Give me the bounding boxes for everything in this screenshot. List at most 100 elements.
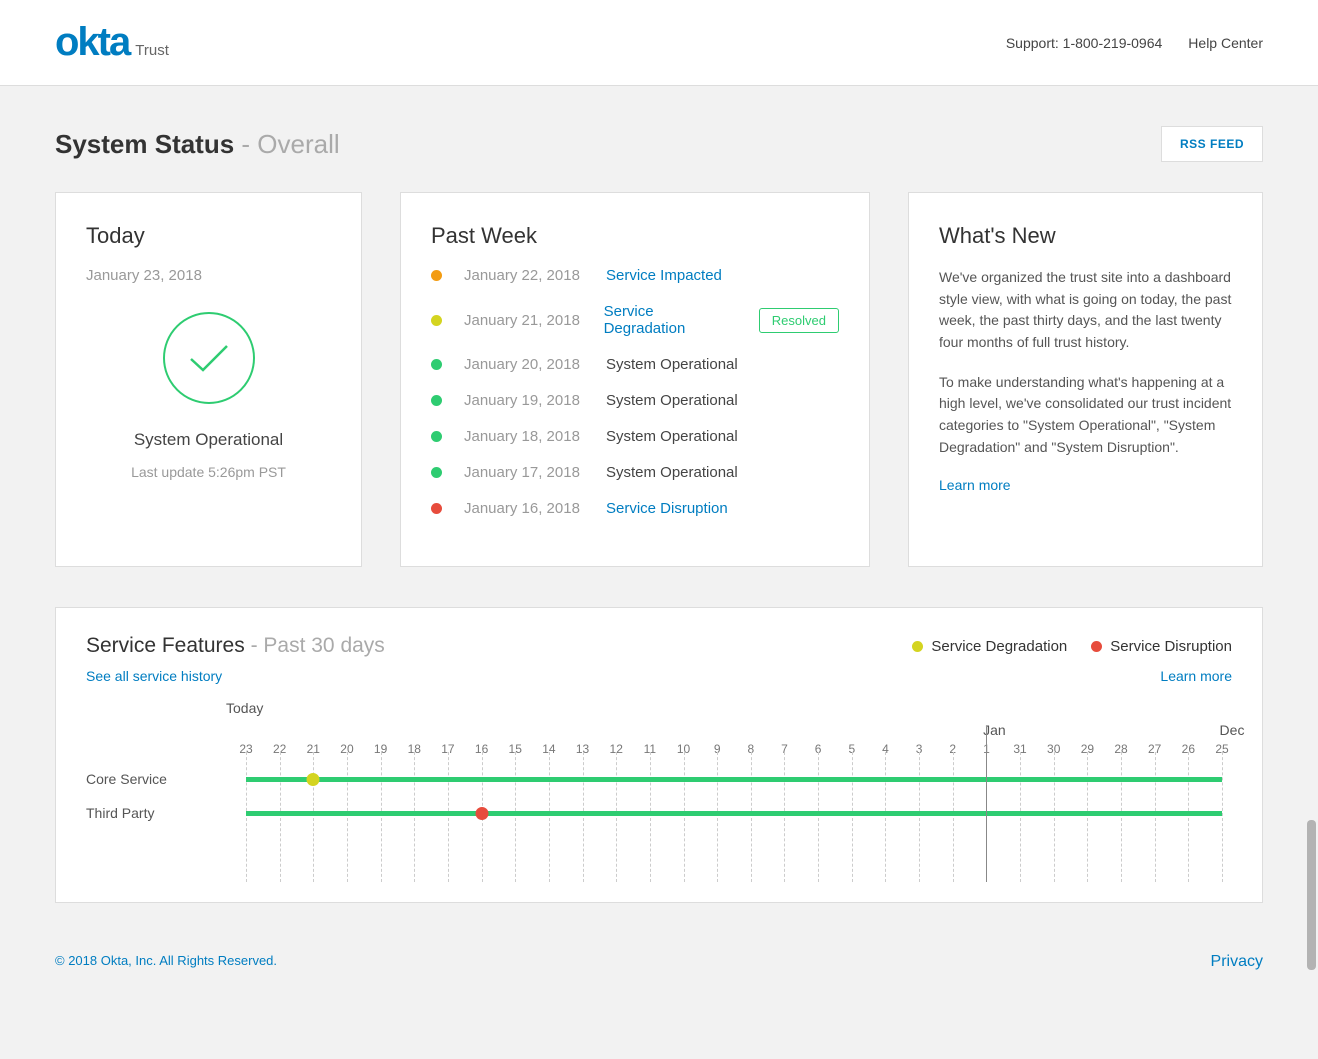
title-sub: Overall	[257, 129, 339, 159]
week-status: System Operational	[606, 428, 738, 445]
today-panel: Today January 23, 2018 System Operationa…	[55, 192, 362, 567]
grid-line	[1188, 752, 1189, 882]
grid-line	[1054, 752, 1055, 882]
page-title: System Status - Overall	[55, 129, 340, 160]
week-date: January 20, 2018	[464, 356, 584, 373]
service-row: Third Party	[246, 796, 1222, 830]
week-row: January 21, 2018Service DegradationResol…	[431, 303, 839, 337]
status-dot-icon	[431, 315, 442, 326]
legend-dot-icon	[1091, 641, 1102, 652]
legend: Service Degradation Service Disruption	[912, 638, 1232, 655]
grid-line	[347, 752, 348, 882]
today-label: Today	[226, 700, 1232, 716]
resolved-badge: Resolved	[759, 308, 839, 333]
week-status[interactable]: Service Disruption	[606, 500, 728, 517]
service-features-title: Service Features - Past 30 days	[86, 634, 385, 658]
grid-line	[784, 752, 785, 882]
event-dot-icon[interactable]	[307, 773, 320, 786]
logo[interactable]: okta	[55, 20, 129, 65]
ticks-row: 2322212019181716151413121110987654321313…	[246, 742, 1222, 762]
whats-new-p1: We've organized the trust site into a da…	[939, 267, 1232, 354]
grid-line	[381, 752, 382, 882]
header-right: Support: 1-800-219-0964 Help Center	[1006, 35, 1263, 51]
grid-line	[650, 752, 651, 882]
timeline: Today JanDec 232221201918171615141312111…	[86, 700, 1232, 862]
chart-area: Core ServiceThird Party	[246, 762, 1222, 862]
today-heading: Today	[86, 223, 331, 249]
title-main: System Status	[55, 129, 234, 159]
status-dot-icon	[431, 467, 442, 478]
legend-item: Service Disruption	[1091, 638, 1232, 655]
check-circle-icon	[163, 312, 255, 404]
see-all-history-link[interactable]: See all service history	[86, 668, 222, 684]
status-dot-icon	[431, 395, 442, 406]
grid-line	[313, 752, 314, 882]
logo-wrap: okta Trust	[55, 20, 169, 65]
event-dot-icon[interactable]	[475, 807, 488, 820]
legend-label: Service Degradation	[931, 638, 1067, 655]
grid-line	[852, 752, 853, 882]
grid-line	[818, 752, 819, 882]
learn-more-link[interactable]: Learn more	[939, 477, 1232, 493]
whats-new-panel: What's New We've organized the trust sit…	[908, 192, 1263, 567]
scrollbar[interactable]	[1307, 820, 1316, 970]
month-boundary-line	[986, 727, 987, 882]
support-link[interactable]: Support: 1-800-219-0964	[1006, 35, 1162, 51]
grid-line	[919, 752, 920, 882]
footer: © 2018 Okta, Inc. All Rights Reserved. P…	[0, 923, 1318, 1021]
grid-line	[1121, 752, 1122, 882]
month-row: JanDec	[246, 722, 1232, 742]
month-label: Dec	[1220, 722, 1245, 738]
service-bar	[246, 811, 1222, 816]
whats-new-p2: To make understanding what's happening a…	[939, 372, 1232, 459]
week-date: January 22, 2018	[464, 267, 584, 284]
status-dot-icon	[431, 359, 442, 370]
grid-line	[1155, 752, 1156, 882]
grid-line	[885, 752, 886, 882]
week-status: System Operational	[606, 392, 738, 409]
today-date: January 23, 2018	[86, 267, 331, 284]
status-dot-icon	[431, 270, 442, 281]
week-status[interactable]: Service Degradation	[604, 303, 737, 337]
week-status: System Operational	[606, 356, 738, 373]
service-row: Core Service	[246, 762, 1222, 796]
grid-line	[616, 752, 617, 882]
today-updated: Last update 5:26pm PST	[86, 464, 331, 480]
whats-new-heading: What's New	[939, 223, 1232, 249]
week-status[interactable]: Service Impacted	[606, 267, 722, 284]
past-week-panel: Past Week January 22, 2018 Service Impact…	[400, 192, 870, 567]
copyright: © 2018 Okta, Inc. All Rights Reserved.	[55, 953, 277, 971]
legend-label: Service Disruption	[1110, 638, 1232, 655]
grid-line	[1222, 752, 1223, 882]
privacy-link[interactable]: Privacy	[1211, 953, 1263, 971]
week-date: January 16, 2018	[464, 500, 584, 517]
week-row: January 20, 2018 System Operational	[431, 356, 839, 373]
past-week-heading: Past Week	[431, 223, 839, 249]
grid-line	[549, 752, 550, 882]
help-center-link[interactable]: Help Center	[1188, 35, 1263, 51]
grid-line	[246, 752, 247, 882]
legend-item: Service Degradation	[912, 638, 1067, 655]
title-row: System Status - Overall RSS FEED	[55, 126, 1263, 162]
week-row: January 18, 2018 System Operational	[431, 428, 839, 445]
service-bar	[246, 777, 1222, 782]
week-status: System Operational	[606, 464, 738, 481]
week-date: January 19, 2018	[464, 392, 584, 409]
logo-sub: Trust	[135, 42, 169, 59]
legend-dot-icon	[912, 641, 923, 652]
grid-line	[1020, 752, 1021, 882]
service-label: Core Service	[86, 771, 246, 787]
week-row: January 19, 2018 System Operational	[431, 392, 839, 409]
week-row: January 17, 2018 System Operational	[431, 464, 839, 481]
header: okta Trust Support: 1-800-219-0964 Help …	[0, 0, 1318, 86]
week-date: January 17, 2018	[464, 464, 584, 481]
sf-learn-more-link[interactable]: Learn more	[1160, 668, 1232, 684]
grid-line	[1087, 752, 1088, 882]
service-label: Third Party	[86, 805, 246, 821]
grid-line	[515, 752, 516, 882]
service-features-panel: Service Features - Past 30 days Service …	[55, 607, 1263, 903]
grid-line	[751, 752, 752, 882]
week-date: January 18, 2018	[464, 428, 584, 445]
grid-line	[953, 752, 954, 882]
rss-feed-button[interactable]: RSS FEED	[1161, 126, 1263, 162]
